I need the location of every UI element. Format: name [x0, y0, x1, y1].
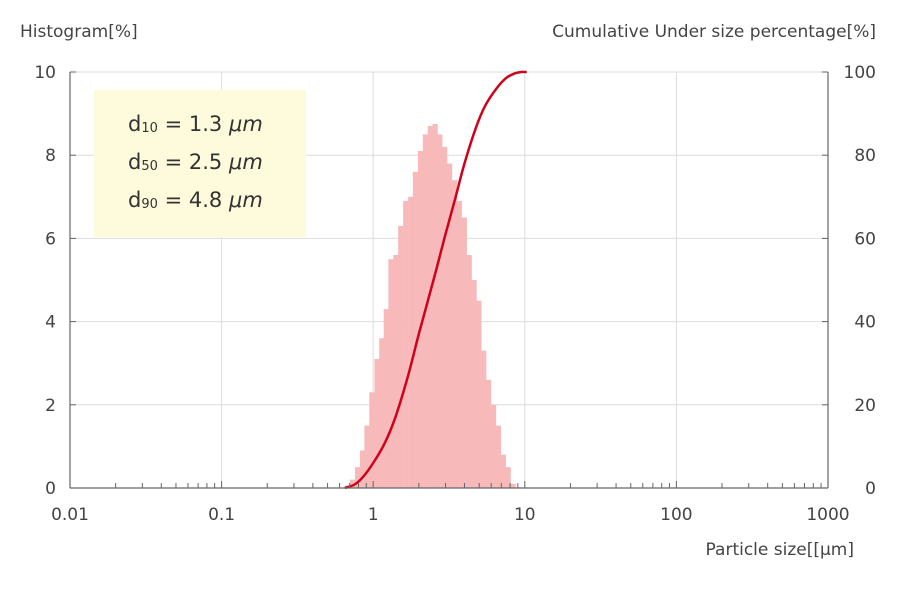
histogram-bar	[393, 255, 399, 488]
histogram-bar	[398, 225, 404, 489]
y-right-tick-label: 0	[865, 479, 876, 499]
y-left-tick-label: 10	[34, 63, 56, 83]
histogram-bar	[481, 350, 487, 488]
stat-prefix: d	[128, 150, 142, 174]
histogram-bar	[446, 163, 453, 488]
cumulative-curve	[344, 70, 527, 490]
y-right-tick-label: 40	[854, 313, 876, 333]
histogram-bar	[442, 146, 448, 488]
stat-unit: μm	[228, 150, 263, 174]
y-left-tick-label: 6	[45, 229, 56, 249]
stat-subscript: 90	[141, 197, 158, 212]
histogram-bar	[510, 483, 516, 488]
histogram-bar	[485, 379, 492, 488]
histogram-bar	[456, 200, 462, 488]
y-right-axis-title: Cumulative Under size percentage[%]	[552, 22, 876, 42]
x-tick-label: 100	[660, 505, 692, 525]
y-left-tick-label: 2	[45, 396, 56, 416]
axes	[69, 71, 829, 489]
histogram-bar	[383, 309, 389, 488]
stat-equals: =	[164, 150, 183, 174]
stat-prefix: d	[128, 112, 142, 136]
x-tick-label: 0.01	[51, 505, 89, 525]
histogram-bar	[364, 425, 370, 488]
histogram-bar	[500, 454, 506, 488]
stat-d10: d10 = 1.3 μm	[128, 112, 263, 136]
histogram-bar	[471, 280, 477, 488]
histogram-bar	[427, 126, 433, 488]
stat-prefix: d	[128, 188, 142, 212]
y-left-tick-label: 4	[45, 313, 56, 333]
histogram-bar	[412, 171, 419, 488]
stat-value: 4.8	[188, 188, 223, 212]
stat-subscript: 50	[141, 159, 158, 174]
histogram-bars	[345, 124, 521, 489]
y-left-tick-label: 0	[45, 479, 56, 499]
histogram-bar	[388, 259, 394, 488]
stat-value: 2.5	[188, 150, 223, 174]
histogram-bar	[359, 450, 366, 488]
x-tick-label: 10	[514, 505, 536, 525]
stat-equals: =	[164, 188, 183, 212]
x-axis-title: Particle size[[μm]	[705, 540, 854, 560]
y-left-axis-title: Histogram[%]	[20, 22, 138, 42]
stat-unit: μm	[228, 188, 263, 212]
stat-unit: μm	[228, 112, 263, 136]
histogram-bar	[461, 217, 467, 488]
stat-value: 1.3	[188, 112, 223, 136]
histogram-bar	[403, 200, 409, 488]
y-right-tick-label: 80	[854, 146, 876, 166]
histogram-bar	[451, 180, 458, 488]
histogram-bar	[355, 467, 361, 488]
histogram-bar	[432, 124, 438, 488]
cumulative-curve-layer	[344, 70, 527, 490]
y-right-tick-label: 20	[854, 396, 876, 416]
stat-equals: =	[164, 112, 183, 136]
histogram-bar	[349, 479, 356, 488]
x-tick-label: 0.1	[208, 505, 235, 525]
histogram-bar	[490, 404, 497, 488]
y-left-tick-label: 8	[45, 146, 56, 166]
histogram-bar	[417, 151, 424, 489]
x-tick-label: 1000	[806, 505, 849, 525]
histogram-bar	[466, 255, 472, 488]
y-right-tick-label: 60	[854, 229, 876, 249]
histogram-bar	[495, 425, 502, 488]
histogram-bar	[379, 338, 385, 488]
histogram-bar	[374, 359, 380, 488]
histogram-bar	[437, 134, 443, 488]
x-tick-label: 1	[368, 505, 379, 525]
histogram-bar	[476, 300, 482, 488]
histogram-bar	[408, 196, 414, 489]
stat-d50: d50 = 2.5 μm	[128, 150, 263, 174]
stat-d90: d90 = 4.8 μm	[128, 188, 263, 212]
histogram-bar	[505, 467, 511, 488]
stats-box: d10 = 1.3 μm d50 = 2.5 μm d90 = 4.8 μm	[94, 90, 306, 237]
histogram-bar	[369, 392, 375, 488]
y-right-tick-label: 100	[844, 63, 876, 83]
stat-subscript: 10	[141, 121, 158, 136]
